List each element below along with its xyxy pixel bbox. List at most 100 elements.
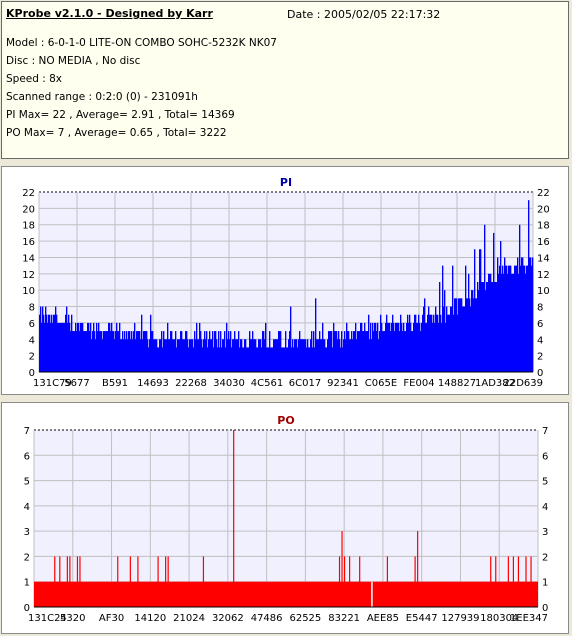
po-bar <box>167 556 169 607</box>
pi-bar <box>209 331 211 372</box>
pi-bar <box>214 331 216 372</box>
pi-bar <box>48 314 50 372</box>
pi-bar <box>318 339 320 372</box>
pi-bar <box>143 331 145 372</box>
pi-xtick-6: 4C561 <box>251 378 283 389</box>
pi-xtick-7: 6C017 <box>289 378 321 389</box>
pi-bar <box>463 306 465 372</box>
scan-date: Date : 2005/02/05 22:17:32 <box>287 8 441 21</box>
pi-bar <box>424 298 426 372</box>
pi-bar <box>102 339 104 372</box>
pi-bar <box>40 306 42 372</box>
pi-bar <box>88 322 90 372</box>
pi-bar <box>372 322 374 372</box>
pi-bar <box>403 322 405 372</box>
pi-bar <box>190 339 192 372</box>
pi-bar <box>253 339 255 372</box>
pi-bar <box>216 339 218 372</box>
pi-bar <box>326 347 328 372</box>
pi-bar <box>527 265 529 372</box>
pi-bar <box>99 331 101 372</box>
pi-bar <box>385 322 387 372</box>
pi-bar <box>248 347 250 372</box>
pi-bar <box>97 331 99 372</box>
pi-bar <box>42 306 44 372</box>
pi-bar <box>223 339 225 372</box>
pi-ytick-right-16: 16 <box>537 237 550 248</box>
pi-bar <box>56 314 58 372</box>
pi-bar <box>59 322 61 372</box>
pi-bar <box>249 331 251 372</box>
pi-bar <box>58 322 60 372</box>
pi-bar <box>351 331 353 372</box>
pi-bar <box>62 322 64 372</box>
pi-bar <box>74 331 76 372</box>
po-chart-panel: 0 0 1 1 2 2 3 3 4 4 5 5 6 6 7 7 131C24 5320 AF30 14120 21024… <box>1 402 569 634</box>
pi-bar <box>285 331 287 372</box>
pi-bar <box>481 282 483 372</box>
po-ytick-left-0: 0 <box>24 603 30 614</box>
pi-bar <box>116 322 118 372</box>
pi-bar <box>379 331 381 372</box>
pi-bar <box>150 314 152 372</box>
pi-bar <box>252 331 254 372</box>
pi-bar <box>70 331 72 372</box>
pi-bar <box>147 339 149 372</box>
pi-bar <box>183 339 185 372</box>
po-ytick-left-4: 4 <box>24 502 30 513</box>
pi-bar <box>501 273 503 372</box>
pi-bar <box>300 339 302 372</box>
pi-bar <box>289 331 291 372</box>
pi-bar <box>316 339 318 372</box>
pi-bar <box>103 331 105 372</box>
po-bar <box>165 556 167 607</box>
pi-bar <box>234 331 236 372</box>
po-xtick-4: 21024 <box>173 613 205 624</box>
pi-bar <box>141 314 143 372</box>
pi-bar <box>226 322 228 372</box>
pi-ytick-left-10: 10 <box>22 286 35 297</box>
pi-bar <box>391 322 393 372</box>
pi-bar <box>154 339 156 372</box>
pi-ytick-right-4: 4 <box>537 335 543 346</box>
pi-bar <box>398 322 400 372</box>
pi-bar <box>98 322 100 372</box>
pi-ytick-left-12: 12 <box>22 270 35 281</box>
pi-bar <box>345 339 347 372</box>
po-xtick-6: 47486 <box>251 613 283 624</box>
pi-bar <box>361 322 363 372</box>
pi-bar <box>119 322 121 372</box>
pi-xtick-4: 22268 <box>175 378 207 389</box>
pi-bar <box>430 314 432 372</box>
pi-bar <box>128 331 130 372</box>
pi-bar <box>304 339 306 372</box>
pi-xtick-9: C065E <box>365 378 397 389</box>
pi-bar <box>50 322 52 372</box>
pi-bar <box>459 298 461 372</box>
pi-bar <box>208 339 210 372</box>
pi-bar <box>67 322 69 372</box>
pi-bar <box>471 290 473 372</box>
pi-bar <box>179 339 181 372</box>
pi-bar <box>407 314 409 372</box>
pi-bar <box>112 331 114 372</box>
pi-bar <box>231 347 233 372</box>
pi-bar <box>434 322 436 372</box>
pi-bar <box>197 339 199 372</box>
pi-bar <box>491 282 493 372</box>
po-ytick-right-1: 1 <box>542 578 548 589</box>
pi-ytick-left-4: 4 <box>29 335 35 346</box>
pi-bar <box>339 339 341 372</box>
pi-bar <box>342 347 344 372</box>
pi-bar <box>258 339 260 372</box>
pi-bar <box>274 339 276 372</box>
po-bar <box>414 556 416 607</box>
pi-bar <box>387 322 389 372</box>
pi-bar <box>165 339 167 372</box>
pi-bar <box>448 314 450 372</box>
pi-bar <box>315 298 317 372</box>
pi-bar <box>386 314 388 372</box>
pi-bar <box>486 282 488 372</box>
pi-bar <box>260 339 262 372</box>
